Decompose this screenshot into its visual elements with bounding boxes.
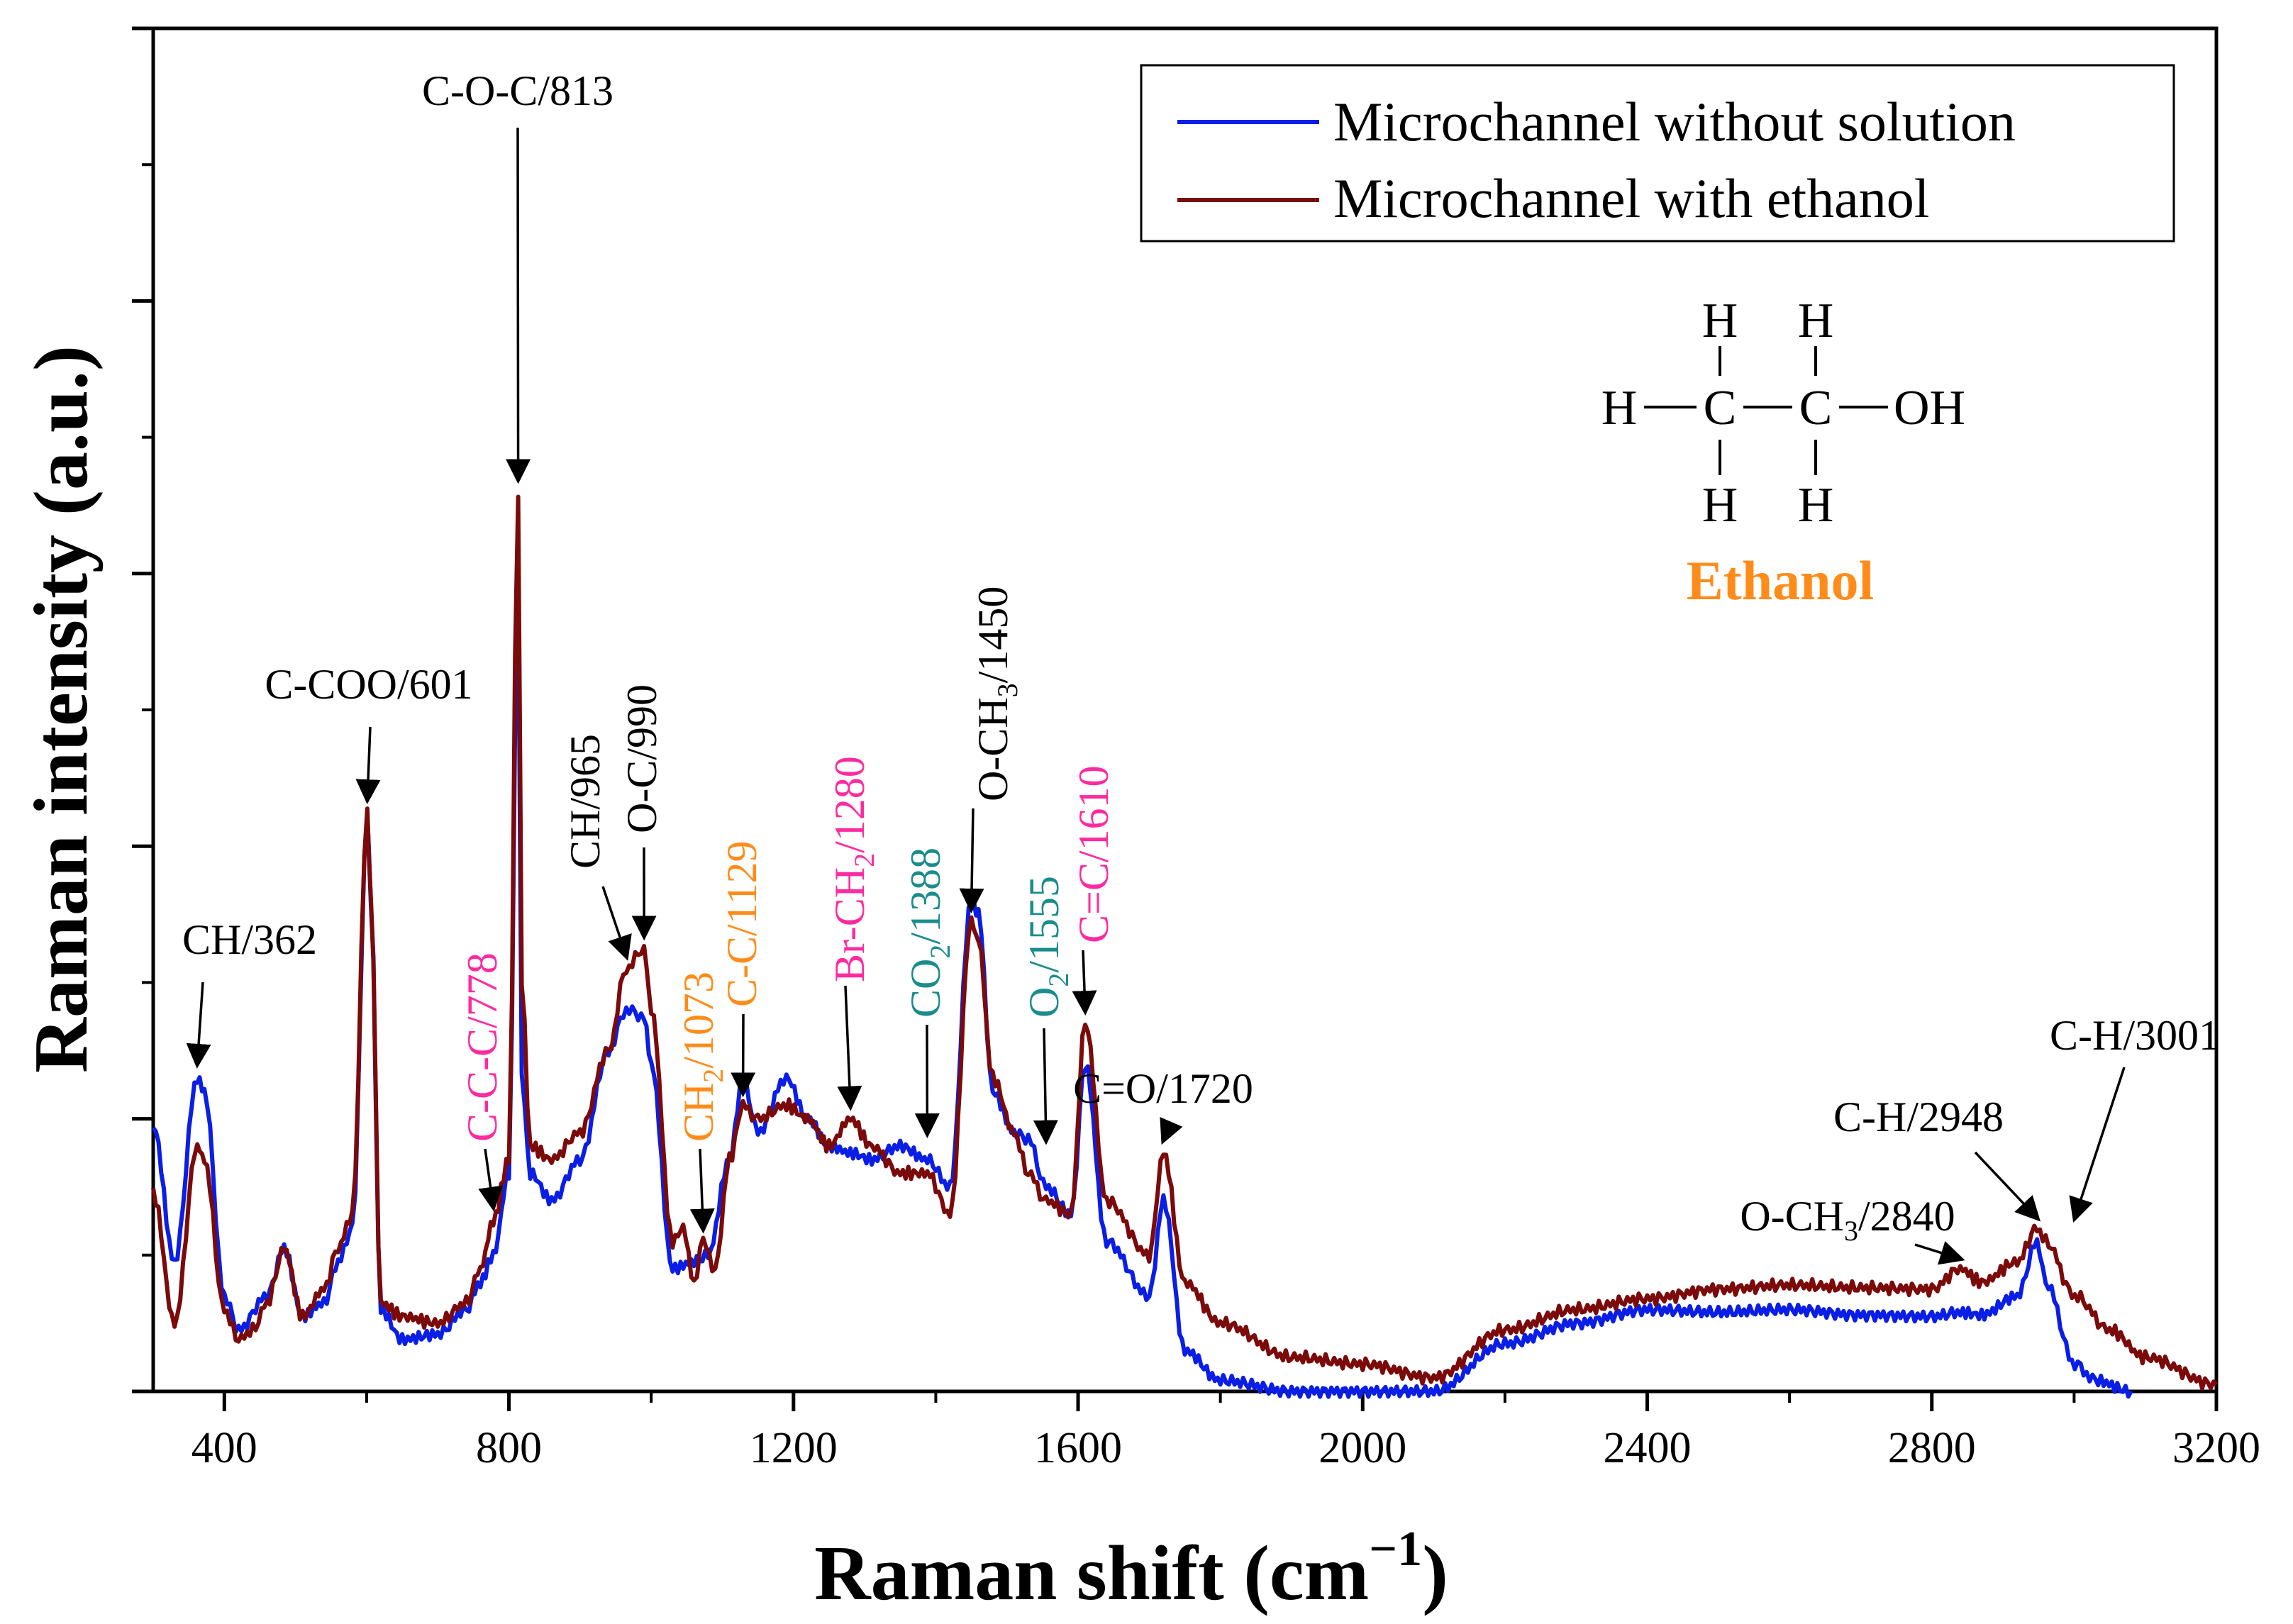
atom-h-top-left: H xyxy=(1702,294,1738,348)
x-tick-label: 800 xyxy=(476,1424,542,1472)
x-tick-label: 2400 xyxy=(1604,1424,1692,1472)
annotation-label-ch-965: CH/965 xyxy=(562,734,609,869)
annotation-arrow-o2-1555 xyxy=(1033,1028,1058,1145)
annotation-label-c-c-c-778: C-C-C/778 xyxy=(459,952,506,1142)
annotation-arrow-c-coo-601 xyxy=(355,726,381,805)
annotation-label-c-h-3001: C-H/3001 xyxy=(2050,1012,2220,1059)
legend-label-with-ethanol: Microchannel with ethanol xyxy=(1333,167,1929,229)
annotation-arrow-c-c-1610 xyxy=(1072,950,1097,1016)
x-axis-ticks: 400 800 1200 1600 2000 2400 2800 3200 xyxy=(191,1391,2260,1472)
series-line-without-solution xyxy=(151,567,2133,1399)
y-axis-title: Raman intensity (a.u.) xyxy=(19,345,104,1073)
annotation-label-c-o-c-813: C-O-C/813 xyxy=(422,67,613,114)
annotation-label-o-ch3-2840: O-CH3/2840 xyxy=(1740,1193,1955,1247)
x-tick-label: 2800 xyxy=(1888,1424,1976,1472)
annotation-label-c-c-1129: C-C/1129 xyxy=(718,841,765,1007)
legend-box xyxy=(1140,64,2175,243)
atom-h-left: H xyxy=(1601,381,1638,435)
annotation-arrow-c-c-c-778 xyxy=(478,1148,503,1212)
annotation-label-o2-1555: O2/1555 xyxy=(1021,876,1075,1018)
annotation-label-c-o-1720: C=O/1720 xyxy=(1073,1065,1253,1112)
annotation-label-c-c-1610: C=C/1610 xyxy=(1070,765,1117,943)
molecule-name: Ethanol xyxy=(1687,550,1874,611)
series-layer xyxy=(151,494,2219,1399)
annotation-arrow-ch-965 xyxy=(601,886,632,961)
ethanol-structure: H H H C C OH H H Ethanol xyxy=(1601,294,1965,611)
atom-h-bottom-right: H xyxy=(1798,478,1834,533)
y-axis-ticks xyxy=(132,26,153,1394)
annotation-label-c-coo-601: C-COO/601 xyxy=(265,661,472,708)
x-tick-label: 1600 xyxy=(1034,1424,1122,1472)
annotation-label-o-c-990: O-C/990 xyxy=(618,684,665,833)
atom-h-bottom-left: H xyxy=(1702,478,1738,533)
x-tick-label: 1200 xyxy=(750,1424,838,1472)
annotation-arrow-o-ch3-1450 xyxy=(959,808,984,913)
atom-h-top-right: H xyxy=(1798,294,1834,348)
annotation-arrow-c-h-3001 xyxy=(2069,1067,2126,1223)
annotation-label-ch-362: CH/362 xyxy=(182,916,317,963)
annotation-label-c-h-2948: C-H/2948 xyxy=(1833,1094,2004,1140)
legend: Microchannel without solution Microchann… xyxy=(1140,64,2175,243)
legend-label-without-solution: Microchannel without solution xyxy=(1333,91,2016,152)
annotation-arrow-o-ch3-2840 xyxy=(1914,1240,1965,1265)
annotation-arrow-c-h-2948 xyxy=(1974,1151,2041,1222)
x-tick-label: 2000 xyxy=(1318,1424,1406,1472)
atom-c-1: C xyxy=(1704,381,1737,435)
x-tick-label: 3200 xyxy=(2172,1424,2260,1472)
atom-oh: OH xyxy=(1894,381,1965,435)
annotation-label-o-ch3-1450: O-CH3/1450 xyxy=(970,586,1023,801)
annotation-arrow-c-o-1720 xyxy=(1160,1117,1183,1145)
annotation-label-co2-1388: CO2/1388 xyxy=(902,847,956,1018)
annotation-label-ch2-1073: CH2/1073 xyxy=(675,972,729,1142)
atom-c-2: C xyxy=(1799,381,1833,435)
series-line-with-ethanol xyxy=(151,494,2219,1391)
annotation-arrow-ch2-1073 xyxy=(689,1148,715,1234)
annotation-arrow-br-ch2-1280 xyxy=(837,985,862,1111)
x-tick-label: 400 xyxy=(191,1424,257,1472)
x-axis-title: Raman shift (cm−1) xyxy=(814,1522,1448,1616)
annotation-arrow-ch-362 xyxy=(186,981,211,1069)
annotation-label-br-ch2-1280: Br-CH2/1280 xyxy=(826,756,880,982)
